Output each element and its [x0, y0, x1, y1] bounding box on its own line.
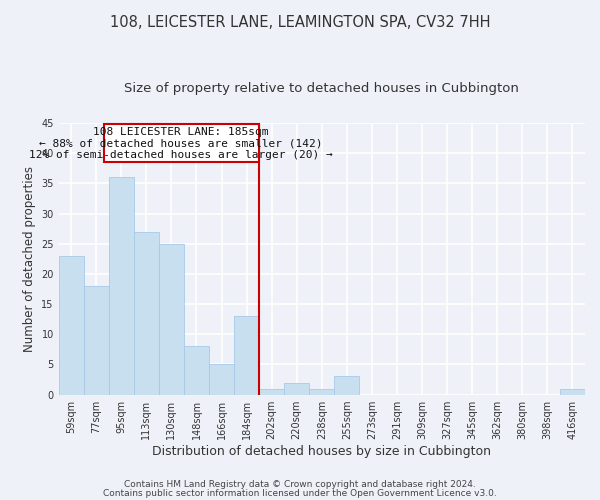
- X-axis label: Distribution of detached houses by size in Cubbington: Distribution of detached houses by size …: [152, 444, 491, 458]
- Text: 12% of semi-detached houses are larger (20) →: 12% of semi-detached houses are larger (…: [29, 150, 333, 160]
- Bar: [184, 346, 209, 395]
- Bar: [109, 178, 134, 394]
- Bar: [234, 316, 259, 394]
- Text: 108, LEICESTER LANE, LEAMINGTON SPA, CV32 7HH: 108, LEICESTER LANE, LEAMINGTON SPA, CV3…: [110, 15, 490, 30]
- Y-axis label: Number of detached properties: Number of detached properties: [23, 166, 35, 352]
- Bar: [159, 244, 184, 394]
- Title: Size of property relative to detached houses in Cubbington: Size of property relative to detached ho…: [124, 82, 519, 96]
- FancyBboxPatch shape: [104, 124, 259, 162]
- Bar: [560, 388, 585, 394]
- Bar: [134, 232, 159, 394]
- Bar: [309, 388, 334, 394]
- Text: Contains HM Land Registry data © Crown copyright and database right 2024.: Contains HM Land Registry data © Crown c…: [124, 480, 476, 489]
- Bar: [59, 256, 83, 394]
- Bar: [284, 382, 309, 394]
- Text: 108 LEICESTER LANE: 185sqm: 108 LEICESTER LANE: 185sqm: [94, 126, 269, 136]
- Bar: [209, 364, 234, 394]
- Bar: [259, 388, 284, 394]
- Text: ← 88% of detached houses are smaller (142): ← 88% of detached houses are smaller (14…: [40, 138, 323, 148]
- Text: Contains public sector information licensed under the Open Government Licence v3: Contains public sector information licen…: [103, 488, 497, 498]
- Bar: [83, 286, 109, 395]
- Bar: [334, 376, 359, 394]
